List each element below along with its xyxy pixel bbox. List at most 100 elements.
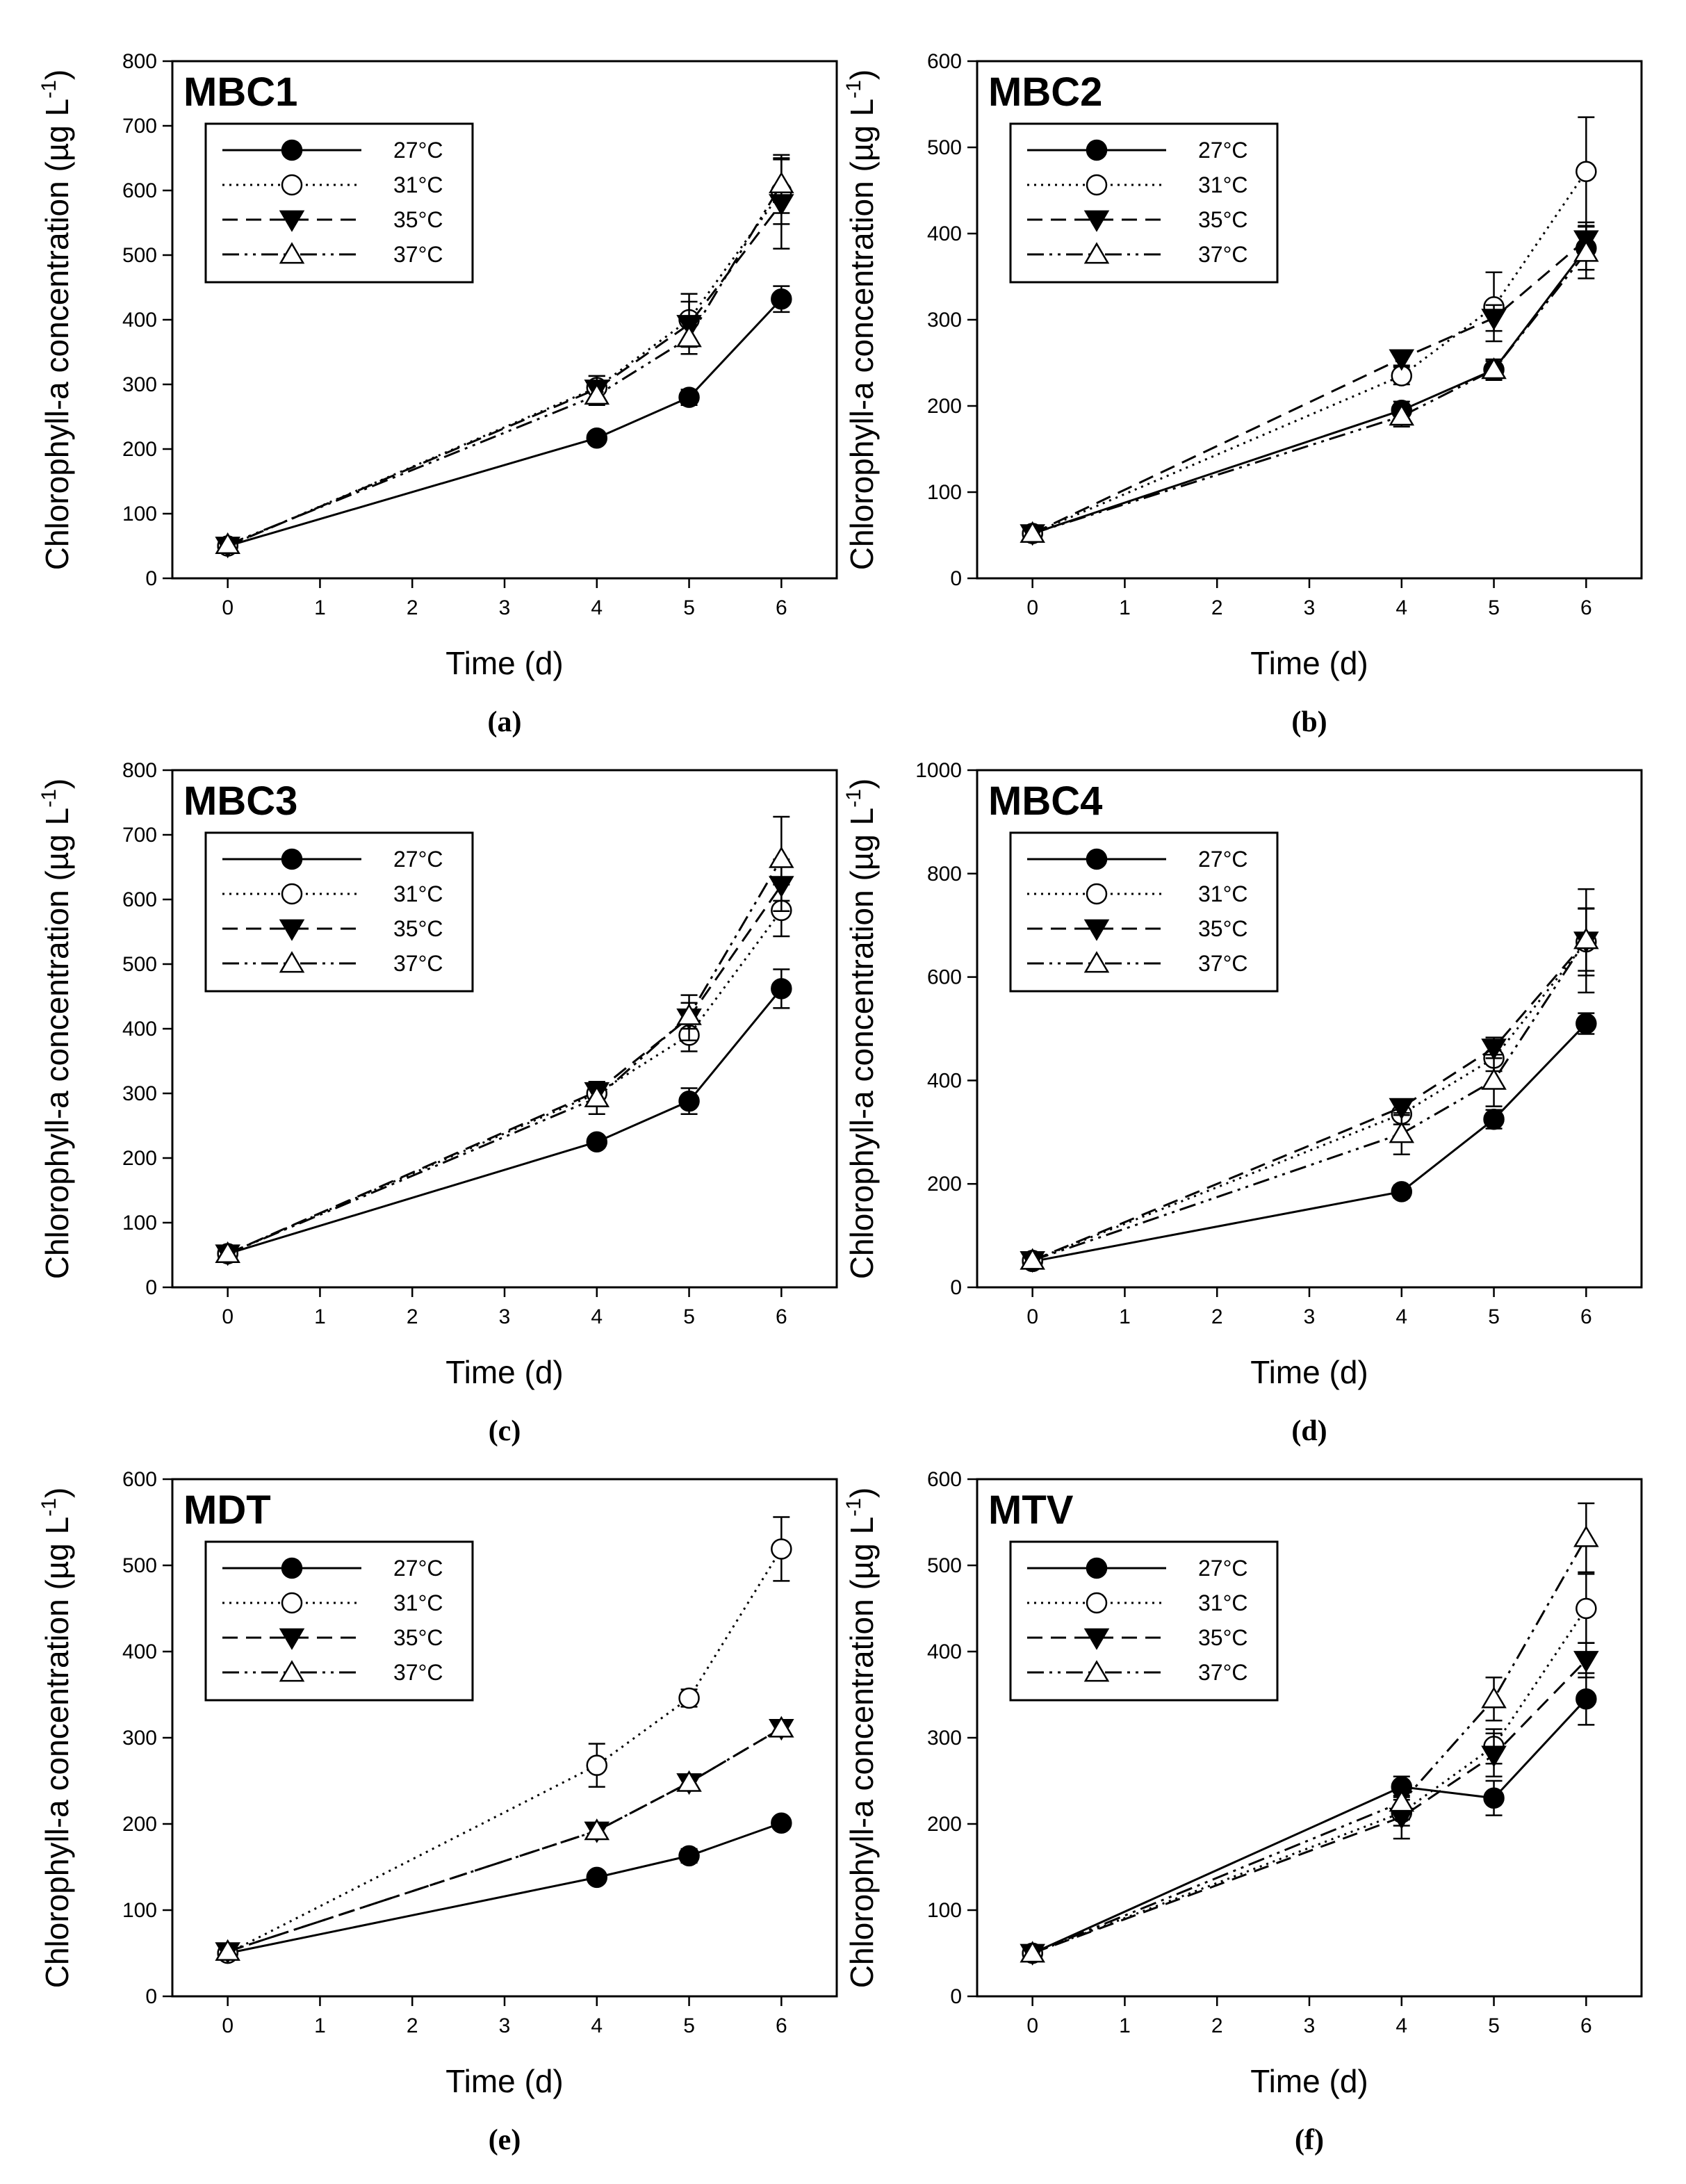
y-tick-label: 500 [122, 244, 157, 267]
x-tick-label: 4 [1396, 1305, 1407, 1328]
data-point [1575, 1597, 1597, 1620]
y-axis-title-close: ) [39, 70, 75, 80]
data-point [771, 288, 792, 310]
series-line [1032, 1698, 1587, 1955]
y-tick-label: 600 [927, 1468, 962, 1491]
legend-label: 31°C [1198, 1590, 1248, 1615]
x-axis-title: Time (d) [1250, 1354, 1368, 1390]
x-tick-label: 5 [1488, 596, 1500, 619]
x-tick-label: 3 [1304, 596, 1316, 619]
x-tick-label: 2 [1211, 2014, 1223, 2037]
series-2 [1020, 888, 1599, 1273]
x-tick-label: 3 [499, 1305, 511, 1328]
y-axis-title-main: Chlorophyll-a concentration (µg L [39, 99, 75, 571]
series-line [1032, 1537, 1587, 1955]
series-line [227, 858, 783, 1255]
y-tick-label: 600 [122, 888, 157, 911]
legend-label: 27°C [1198, 1556, 1248, 1581]
series-3 [1020, 908, 1599, 1270]
y-axis-title-superscript: -1 [842, 1498, 865, 1517]
legend-label: 27°C [393, 847, 443, 872]
x-tick-label: 2 [1211, 1305, 1223, 1328]
panel-caption: (d) [1291, 1415, 1327, 1447]
series-2 [215, 157, 794, 559]
y-axis-title-superscript: -1 [38, 1498, 60, 1517]
data-point [586, 1754, 608, 1776]
plot-frame [171, 1478, 838, 1998]
y-tick-label: 300 [122, 1727, 157, 1750]
legend-label: 31°C [393, 1590, 443, 1615]
data-point [1575, 161, 1597, 182]
series-line [1032, 252, 1587, 535]
data-point [215, 1241, 240, 1263]
y-axis-title-main: Chlorophyll-a concentration (µg L [39, 808, 75, 1280]
legend-marker [1086, 883, 1108, 905]
y-tick-label: 700 [122, 115, 157, 138]
plot-frame [171, 769, 838, 1289]
series-line [1032, 170, 1587, 535]
data-point [1573, 927, 1599, 950]
series-line [227, 884, 783, 1255]
data-point [1481, 1038, 1507, 1061]
data-point [586, 1131, 608, 1152]
x-axis-title: Time (d) [1250, 645, 1368, 681]
legend: 27°C 31°C 35°C 37°C [1009, 122, 1279, 284]
series-3 [215, 1716, 794, 1961]
legend: 27°C 31°C 35°C 37°C [204, 122, 474, 284]
legend-marker [1083, 242, 1110, 264]
chart-panel-b: 0 100 200 300 400 500 600 0 1 2 3 4 5 6 Time (d) Chloro… [842, 50, 1643, 738]
legend-label: 35°C [393, 207, 443, 232]
y-axis-title-close: ) [39, 1488, 75, 1498]
x-tick-label: 3 [499, 2014, 511, 2037]
panel-caption: (a) [488, 706, 522, 738]
y-tick-label: 0 [950, 1276, 962, 1299]
y-tick-label: 0 [950, 567, 962, 590]
y-tick-label: 400 [122, 1640, 157, 1663]
legend-label: 37°C [1198, 951, 1248, 976]
y-axis-title: Chlorophyll-a concentration (µg L-1) [38, 1488, 75, 1989]
series-line [1032, 940, 1587, 1262]
chart-panel-a: 0 100 200 300 400 500 600 700 800 0 1 2 3 4 5 6 Time (d)… [38, 50, 838, 738]
data-point [678, 1090, 700, 1112]
legend-label: 27°C [1198, 847, 1248, 872]
series-3 [215, 815, 794, 1263]
x-tick-label: 2 [1211, 596, 1223, 619]
series-line [227, 1822, 782, 1955]
series-line [227, 202, 783, 547]
legend-marker [281, 883, 303, 905]
series-2 [1020, 221, 1599, 546]
y-tick-label: 500 [122, 953, 157, 976]
series-line [1032, 939, 1587, 1262]
y-axis-title-close: ) [844, 779, 880, 789]
data-point [1389, 349, 1415, 371]
y-axis-title-superscript: -1 [38, 789, 60, 808]
series-1 [1022, 1573, 1597, 1964]
legend-label: 35°C [1198, 916, 1248, 941]
panel-title: MBC1 [183, 70, 297, 115]
legend-marker [279, 919, 305, 941]
series-line [227, 988, 783, 1255]
x-tick-label: 1 [1119, 1305, 1131, 1328]
legend-marker [281, 1557, 303, 1579]
legend-label: 37°C [1198, 1660, 1248, 1685]
y-tick-label: 400 [927, 222, 962, 245]
y-tick-label: 800 [122, 759, 157, 782]
legend-marker [1086, 174, 1108, 196]
data-point [678, 1845, 700, 1867]
y-axis-title-superscript: -1 [842, 80, 865, 99]
panel-title: MBC4 [988, 779, 1102, 824]
legend-marker [1083, 951, 1110, 973]
legend-box [1009, 1540, 1279, 1702]
series-line [227, 190, 783, 547]
x-tick-label: 4 [591, 2014, 603, 2037]
x-tick-label: 1 [314, 1305, 326, 1328]
data-point [769, 171, 794, 194]
data-point [1389, 1098, 1415, 1120]
y-tick-label: 500 [927, 136, 962, 159]
series-line [227, 1548, 783, 1955]
legend-marker [1083, 919, 1110, 941]
legend: 27°C 31°C 35°C 37°C [1009, 831, 1279, 993]
chart-panel-c: 0 100 200 300 400 500 600 700 800 0 1 2 3 4 5 6 Time (d)… [38, 759, 838, 1447]
series-0 [217, 1812, 792, 1964]
